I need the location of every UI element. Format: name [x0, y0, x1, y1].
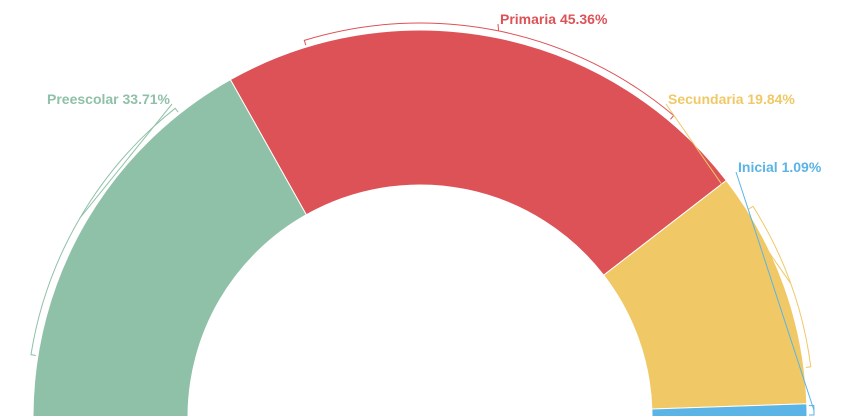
- slice-label-name: Preescolar: [47, 91, 119, 107]
- slice-label-name: Secundaria: [668, 91, 744, 107]
- leader-line: [735, 171, 815, 411]
- slice-label: Inicial 1.09%: [738, 159, 822, 175]
- slice-label: Preescolar 33.71%: [47, 91, 171, 107]
- leader-line: [497, 23, 500, 31]
- donut-segment: [229, 29, 728, 276]
- donut-segment: [651, 403, 808, 416]
- slice-label: Secundaria 19.84%: [668, 91, 795, 107]
- slice-label-name: Primaria: [500, 11, 556, 27]
- label-bracket: [303, 22, 675, 120]
- leader-line: [79, 103, 173, 219]
- label-bracket: [808, 405, 815, 416]
- slice-label: Primaria 45.36%: [500, 11, 608, 27]
- leader-line: [665, 103, 792, 284]
- slice-label-name: Inicial: [738, 159, 778, 175]
- slice-label-value: 33.71%: [123, 91, 171, 107]
- slice-label-value: 45.36%: [560, 11, 608, 27]
- slice-label-value: 19.84%: [747, 91, 795, 107]
- slice-label-value: 1.09%: [782, 159, 822, 175]
- donut-segment: [32, 78, 308, 416]
